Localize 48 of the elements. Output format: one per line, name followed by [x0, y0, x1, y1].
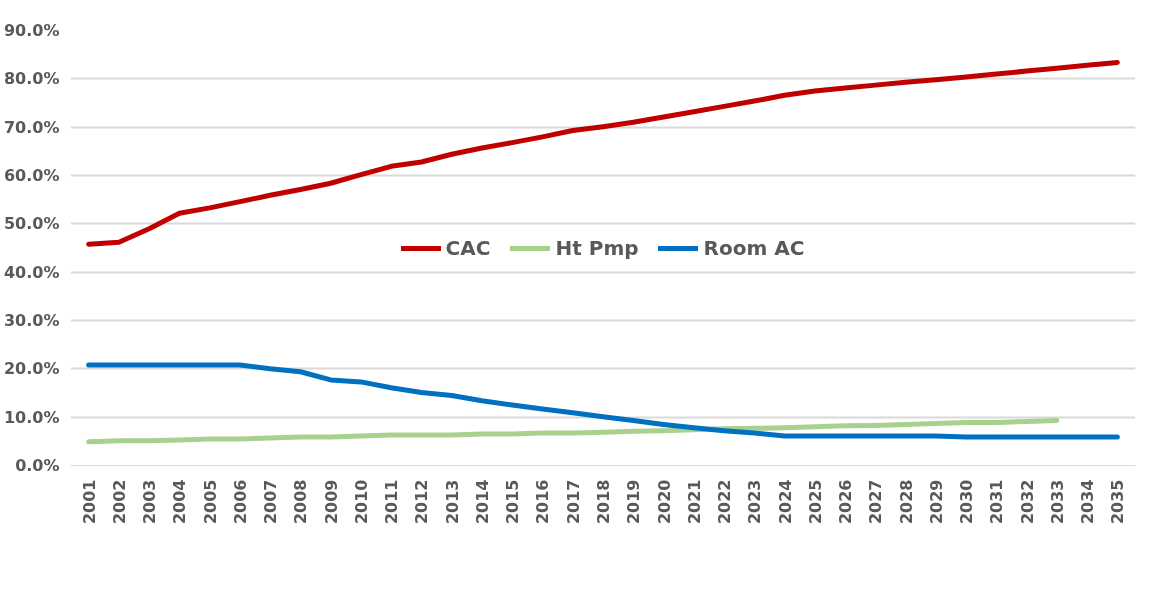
x-tick-label: 2001: [79, 479, 99, 525]
y-tick-label: 80.0%: [3, 69, 60, 89]
x-tick-label: 2023: [745, 479, 765, 525]
x-tick-label: 2024: [775, 479, 795, 525]
y-tick-label: 50.0%: [3, 214, 60, 234]
y-tick-label: 40.0%: [3, 262, 60, 282]
x-tick-label: 2008: [291, 479, 311, 525]
legend-label: Ht Pmp: [555, 235, 639, 260]
x-tick-label: 2027: [866, 479, 886, 525]
x-tick-label: 2003: [140, 479, 160, 525]
y-tick-label: 90.0%: [3, 21, 60, 40]
x-tick-label: 2015: [503, 479, 523, 525]
y-tick-label: 0.0%: [15, 456, 60, 475]
x-tick-label: 2002: [109, 479, 129, 525]
x-tick-label: 2010: [351, 479, 371, 525]
y-tick-label: 20.0%: [3, 359, 60, 379]
y-tick-label: 70.0%: [3, 117, 60, 137]
x-tick-label: 2025: [805, 479, 825, 525]
x-tick-label: 2013: [442, 479, 462, 525]
x-tick-label: 2019: [624, 479, 644, 525]
x-tick-label: 2006: [230, 479, 250, 525]
x-tick-label: 2009: [321, 479, 341, 525]
x-tick-label: 2029: [926, 479, 946, 525]
x-tick-label: 2035: [1108, 479, 1128, 525]
x-tick-label: 2032: [1017, 479, 1037, 525]
x-tick-label: 2030: [957, 479, 977, 525]
y-tick-label: 60.0%: [3, 166, 60, 185]
x-tick-label: 2034: [1078, 479, 1098, 525]
x-tick-label: 2022: [715, 479, 735, 525]
x-tick-label: 2020: [654, 479, 674, 525]
x-tick-label: 2018: [594, 479, 613, 525]
x-tick-label: 2026: [836, 479, 856, 525]
x-tick-label: 2033: [1047, 479, 1067, 525]
x-tick-label: 2004: [170, 479, 190, 525]
x-tick-label: 2028: [896, 479, 916, 525]
x-tick-label: 2007: [261, 479, 281, 525]
x-tick-label: 2005: [200, 479, 220, 525]
legend-label: CAC: [445, 235, 491, 260]
y-tick-label: 30.0%: [3, 311, 60, 330]
x-tick-label: 2021: [684, 479, 704, 525]
x-tick-label: 2017: [563, 479, 583, 525]
x-tick-label: 2011: [382, 479, 402, 525]
x-tick-label: 2014: [472, 479, 492, 525]
legend-label: Room AC: [703, 235, 805, 260]
x-tick-label: 2031: [987, 479, 1007, 525]
x-tick-label: 2012: [412, 479, 432, 525]
x-tick-label: 2016: [533, 479, 553, 525]
y-tick-label: 10.0%: [3, 407, 60, 427]
